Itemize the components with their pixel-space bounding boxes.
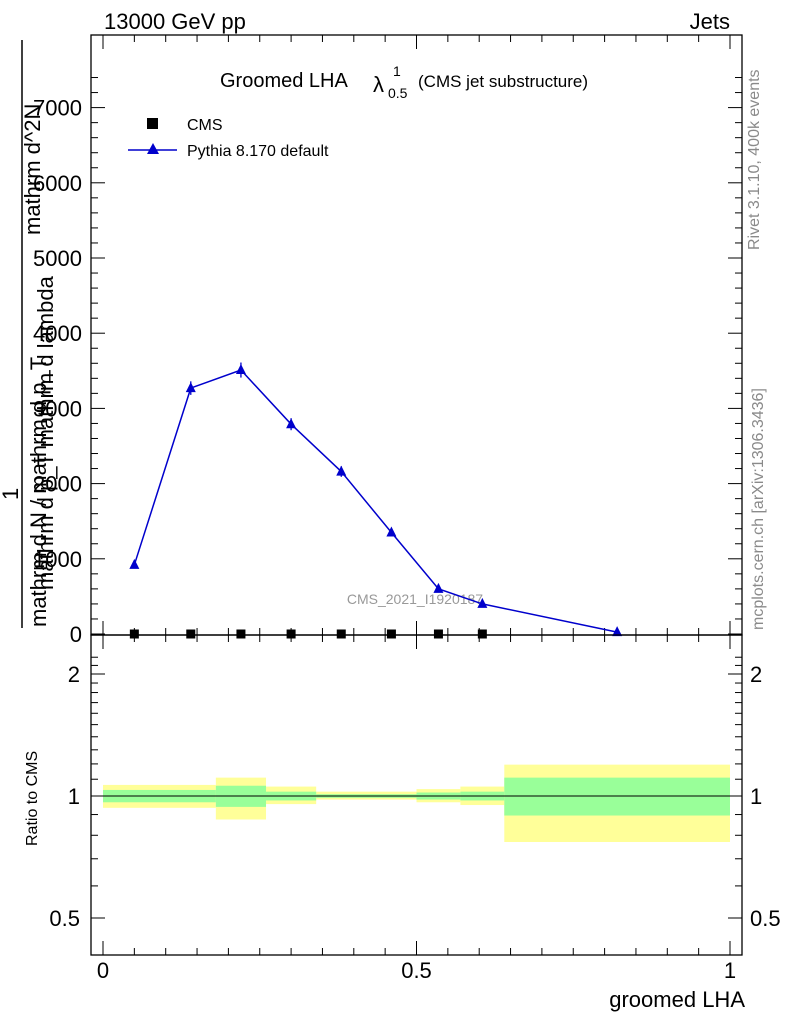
pythia-point [129,558,140,569]
upper-y-tick-label: 5000 [33,246,82,271]
ratio-band-inner [504,777,730,816]
analysis-watermark: CMS_2021_I1920187 [347,591,483,607]
ratio-y-tick-label-right: 1 [750,784,762,809]
cms-point [236,629,246,639]
upper-y-axis-label: mathrm d^2N mathrm d p_T mathrm d lambda… [0,40,58,628]
rivet-label: Rivet 3.1.10, 400k events [746,69,763,250]
legend-cms-marker [147,118,158,129]
ratio-y-label: Ratio to CMS [24,751,41,846]
energy-label: 13000 GeV pp [104,9,246,34]
upper-axis-ticks: 0 1000 2000 3000 4000 5000 6000 7000 [33,35,742,647]
x-tick-label: 0.5 [401,958,432,983]
pythia-point [185,382,196,393]
pythia-point [235,364,246,375]
ylabel-denominator: mathrm d N / mathrm d p_T [26,357,51,627]
pythia-point [386,526,397,537]
ylabel-one: 1 [0,488,23,500]
cms-point [186,629,196,639]
plot-title-suffix: (CMS jet substructure) [418,72,588,91]
upper-y-tick-label: 0 [70,622,82,647]
ratio-y-tick-label-right: 2 [750,662,762,687]
plot-title-sup: 1 [393,63,401,79]
upper-y-tick-label: 1000 [33,547,82,572]
cms-point [129,629,139,639]
category-label: Jets [690,9,730,34]
ratio-y-tick-label-left: 0.5 [49,906,80,931]
cms-point [336,629,346,639]
pythia-point [336,465,347,476]
upper-y-tick-label: 2000 [33,472,82,497]
cms-point [286,629,296,639]
ratio-y-tick-label-left: 1 [68,784,80,809]
cms-point [433,629,443,639]
mcplots-label: mcplots.cern.ch [arXiv:1306.3436] [750,388,767,630]
ratio-y-tick-label-left: 2 [68,662,80,687]
ylabel-dlambda: mathrm d p_T mathrm d lambda [33,275,58,590]
x-tick-label: 1 [724,958,736,983]
legend-pythia-label: Pythia 8.170 default [187,143,329,160]
pythia-point [612,626,623,637]
plot-title-main: Groomed LHA [220,70,348,92]
upper-y-tick-label: 4000 [33,321,82,346]
ratio-axis-ticks: 0.5 0.5 1 1 2 2 0 0.5 1 [49,635,781,983]
pythia-point [286,418,297,429]
cms-point [477,629,487,639]
plot-title: Groomed LHA λ 1 0.5 (CMS jet substructur… [220,63,588,101]
ratio-y-tick-label-right: 0.5 [750,906,781,931]
ratio-bands [91,764,742,843]
ylabel-numerator: mathrm d^2N [20,104,45,235]
x-axis-label: groomed LHA [609,987,745,1012]
plot-title-sub: 0.5 [388,85,408,101]
upper-y-tick-label: 3000 [33,396,82,421]
pythia-point [433,582,444,593]
legend: CMS Pythia 8.170 default [128,117,329,160]
upper-y-tick-label: 7000 [33,96,82,121]
pythia-point [477,597,488,608]
legend-cms-label: CMS [187,117,223,134]
legend-pythia-marker [147,143,159,154]
upper-y-tick-label: 6000 [33,171,82,196]
upper-data-marks [129,362,623,639]
plot-title-lambda: λ [373,72,384,97]
x-tick-label: 0 [97,958,109,983]
cms-point [386,629,396,639]
